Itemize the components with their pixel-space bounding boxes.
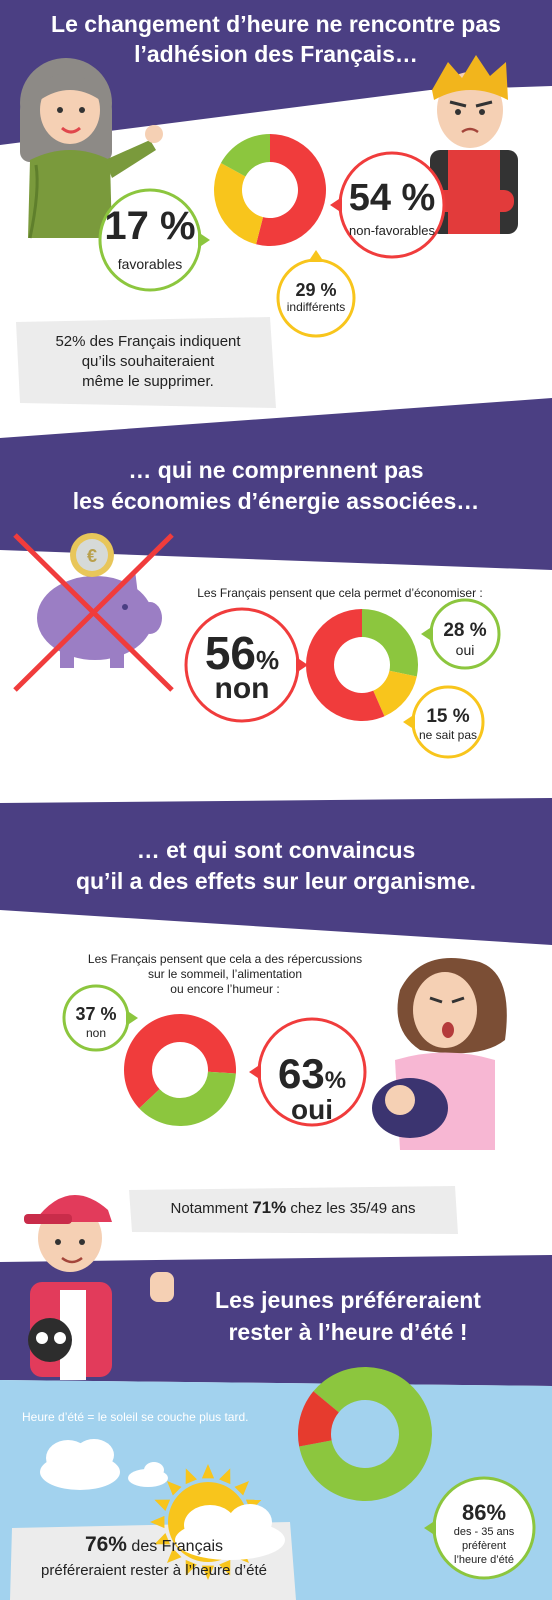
oui-value-3: 63% <box>262 1050 362 1098</box>
oui-value-3-number: 63 <box>277 1050 325 1097</box>
oui-value-3-percent: % <box>324 1067 347 1094</box>
donut-3-slice-oui <box>124 1014 236 1109</box>
donut-chart-3 <box>124 1014 236 1126</box>
donut-4-slice-autre <box>298 1391 339 1447</box>
note-box-1 <box>16 317 276 408</box>
nsp-value-2: 15 % <box>426 706 470 727</box>
indifferents-label: indifférents <box>286 300 346 314</box>
note-3-prefix: Notamment <box>170 1200 253 1217</box>
cloud-icon <box>128 1462 168 1487</box>
donut-chart-1 <box>213 134 326 246</box>
donut-chart-2 <box>306 609 418 721</box>
favorables-bubble <box>98 188 210 292</box>
woman-illustration <box>20 58 163 239</box>
non-value-2: 56% <box>186 626 298 680</box>
oui-bubble-3 <box>249 1017 367 1127</box>
note-1-line-1: 52% des Français indiquent <box>55 333 241 350</box>
donut-3-slice-non <box>139 1071 236 1126</box>
donut-2-slice-ne-sait-pas <box>373 670 417 717</box>
oui-label-2: oui <box>455 642 475 658</box>
donut-1-slice-favorables <box>220 134 270 177</box>
indifferents-value: 29 % <box>295 280 337 300</box>
non-value-3: 37 % <box>75 1004 117 1024</box>
young-bubble <box>424 1476 536 1580</box>
young-value: 86% <box>461 1500 507 1525</box>
tired-mother-illustration <box>372 958 507 1150</box>
donut-2-slice-non <box>306 609 385 721</box>
note-4-bold: 76% <box>84 1533 127 1556</box>
non-favorables-value: 54 % <box>348 177 436 219</box>
section-2-title-line-1: … qui ne comprennent pas <box>128 457 424 483</box>
note-box-3 <box>129 1186 458 1234</box>
young-label-line-3: l’heure d’été <box>454 1554 514 1566</box>
donut-4-slice-des-35-ans-pr-f-rent-l-heure-d-t- <box>299 1367 432 1501</box>
non-favorables-label: non-favorables <box>349 223 435 238</box>
teen-boy-illustration <box>24 1195 174 1380</box>
non-value-2-percent: % <box>256 645 280 675</box>
section-3-question-line-2: sur le sommeil, l’alimentation <box>147 967 303 981</box>
banner-section-2 <box>0 398 552 570</box>
note-3-bold: 71% <box>252 1198 287 1217</box>
oui-label-3: oui <box>291 1094 333 1125</box>
piggy-bank-illustration: € <box>13 533 174 692</box>
callout-bubbles <box>62 151 536 1580</box>
favorables-value: 17 % <box>104 204 196 248</box>
donut-1-slice-non-favorables <box>256 134 326 246</box>
favorables-label: favorables <box>117 256 183 272</box>
note-1-line-2: qu’ils souhaiteraient <box>81 353 215 370</box>
coin-symbol: € <box>87 546 97 566</box>
donut-2-slice-oui <box>362 609 418 677</box>
section-1-title-line-1: Le changement d’heure ne rencontre pas <box>51 11 501 37</box>
banner-section-4 <box>0 1255 552 1386</box>
note-3-suffix: chez les 35/49 ans <box>286 1200 416 1217</box>
section-1-title-line-2: l’adhésion des Français… <box>134 41 418 67</box>
section-3-title-line-1: … et qui sont convaincus <box>136 837 416 863</box>
section-4-title-line-2: rester à l’heure d’été ! <box>228 1319 468 1345</box>
banner-section-1 <box>0 0 552 145</box>
non-value-2-number: 56 <box>204 627 257 679</box>
donut-1-slice-indiff-rents <box>213 163 264 245</box>
non-label-3: non <box>85 1026 107 1040</box>
non-favorables-bubble <box>330 151 446 259</box>
indifferents-bubble <box>276 250 356 338</box>
section-2-question: Les Français pensent que cela permet d’é… <box>197 586 483 600</box>
section-3-title-line-2: qu’il a des effets sur leur organisme. <box>75 868 477 894</box>
section-3-question-line-1: Les Français pensent que cela a des répe… <box>87 952 363 966</box>
note-4-line-1: 76% des Français <box>14 1533 294 1556</box>
section-3-question-line-3: ou encore l’humeur : <box>170 982 280 996</box>
note-4-suffix: des Français <box>126 1538 224 1555</box>
man-illustration <box>430 55 518 234</box>
young-label-line-1: des - 35 ans <box>453 1526 515 1538</box>
nsp-bubble-2 <box>403 685 485 759</box>
banner-section-3 <box>0 798 552 945</box>
section-2-title-line-2: les économies d’énergie associées… <box>72 488 480 514</box>
nsp-label-2: ne sait pas <box>418 728 478 742</box>
young-label-line-2: préfèrent <box>461 1540 507 1552</box>
section-4-title-line-1: Les jeunes préféreraient <box>215 1287 481 1313</box>
donut-chart-4 <box>298 1367 432 1501</box>
cloud-icon <box>175 1504 285 1560</box>
summer-time-definition: Heure d’été = le soleil se couche plus t… <box>22 1410 249 1424</box>
non-bubble-2 <box>184 607 308 723</box>
non-label-2: non <box>214 672 270 705</box>
oui-value-2: 28 % <box>443 620 487 641</box>
oui-bubble-2 <box>421 598 501 670</box>
note-3: Notamment 71% chez les 35/49 ans <box>130 1199 456 1218</box>
note-1-line-3: même le supprimer. <box>82 373 214 390</box>
cloud-icon <box>40 1439 120 1490</box>
note-4-line-2: préféreraient rester à l’heure d’été <box>41 1562 267 1579</box>
non-bubble-3 <box>62 984 138 1052</box>
